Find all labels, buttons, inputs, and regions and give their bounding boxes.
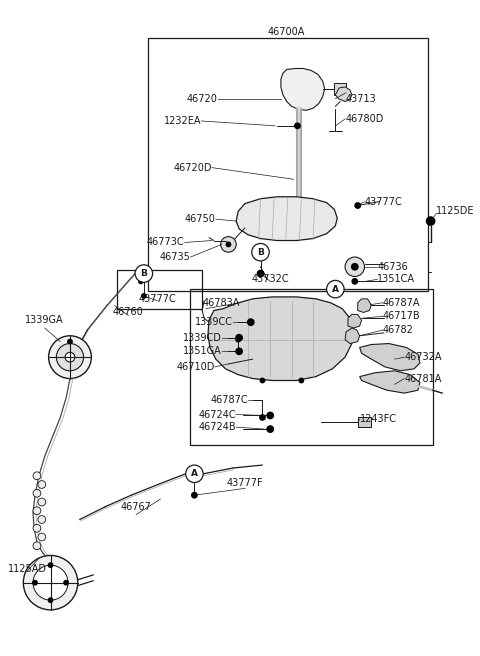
Polygon shape	[358, 299, 372, 312]
Circle shape	[247, 318, 255, 326]
Text: 1125AD: 1125AD	[8, 564, 47, 574]
Circle shape	[235, 334, 243, 342]
Polygon shape	[360, 344, 420, 371]
Text: 1339CD: 1339CD	[183, 333, 222, 342]
Circle shape	[48, 597, 53, 603]
Text: 46720D: 46720D	[173, 163, 212, 173]
Circle shape	[294, 123, 301, 129]
Bar	[190, 289, 432, 445]
Circle shape	[48, 562, 53, 568]
Polygon shape	[281, 68, 324, 110]
Circle shape	[326, 280, 344, 298]
Circle shape	[63, 580, 69, 586]
Text: 46720: 46720	[187, 94, 218, 104]
Circle shape	[32, 580, 38, 586]
Text: 43777F: 43777F	[227, 478, 263, 487]
Polygon shape	[345, 328, 360, 344]
Circle shape	[38, 481, 46, 488]
Text: 43777C: 43777C	[139, 294, 176, 304]
Text: 1351CA: 1351CA	[377, 274, 415, 285]
Circle shape	[191, 492, 198, 499]
Text: 46773C: 46773C	[147, 237, 185, 247]
Circle shape	[266, 425, 274, 433]
Circle shape	[33, 565, 68, 600]
Polygon shape	[236, 197, 337, 241]
Text: B: B	[257, 248, 264, 256]
Text: 46735: 46735	[160, 252, 191, 262]
Circle shape	[351, 263, 359, 271]
Text: 46760: 46760	[113, 308, 144, 318]
Circle shape	[141, 293, 147, 299]
Text: 46724B: 46724B	[199, 422, 236, 432]
Text: 1243FC: 1243FC	[360, 415, 396, 424]
Text: 46724C: 46724C	[199, 409, 236, 419]
Text: 1351GA: 1351GA	[183, 346, 222, 356]
Text: 43732C: 43732C	[252, 274, 289, 285]
Text: 46782: 46782	[383, 325, 414, 335]
Polygon shape	[336, 87, 352, 102]
Text: 46787C: 46787C	[210, 395, 248, 405]
Text: 43713: 43713	[345, 94, 376, 104]
Text: 46781A: 46781A	[404, 373, 442, 384]
Text: 46767: 46767	[120, 502, 152, 512]
Circle shape	[138, 278, 144, 284]
Circle shape	[226, 241, 231, 247]
Circle shape	[186, 465, 203, 483]
Circle shape	[257, 270, 264, 277]
Circle shape	[345, 257, 364, 276]
Circle shape	[252, 243, 269, 261]
Bar	[117, 270, 202, 308]
Text: 46700A: 46700A	[268, 27, 305, 37]
Text: 46787A: 46787A	[383, 298, 420, 308]
Circle shape	[33, 524, 41, 532]
Circle shape	[56, 344, 84, 371]
Circle shape	[67, 338, 73, 344]
Text: 46783A: 46783A	[203, 298, 240, 308]
Circle shape	[260, 378, 265, 383]
Circle shape	[38, 498, 46, 506]
Polygon shape	[208, 297, 354, 380]
Text: 46732A: 46732A	[404, 352, 442, 362]
Circle shape	[354, 202, 361, 209]
Circle shape	[33, 472, 41, 480]
Circle shape	[266, 411, 274, 419]
Text: B: B	[141, 269, 147, 278]
Circle shape	[65, 352, 75, 362]
Circle shape	[259, 414, 266, 421]
Bar	[335, 83, 346, 94]
Text: 46710D: 46710D	[177, 362, 215, 372]
Text: 1339GA: 1339GA	[25, 316, 64, 325]
Circle shape	[38, 516, 46, 523]
Text: 1232EA: 1232EA	[164, 116, 201, 126]
Circle shape	[426, 216, 435, 226]
Circle shape	[299, 378, 304, 383]
Circle shape	[24, 556, 78, 610]
Bar	[148, 38, 428, 291]
Text: 1125DE: 1125DE	[436, 207, 475, 216]
Circle shape	[351, 278, 358, 285]
Text: 46736: 46736	[377, 262, 408, 272]
Text: 46780D: 46780D	[345, 114, 384, 124]
Text: A: A	[191, 469, 198, 478]
Text: 43777C: 43777C	[364, 197, 402, 207]
Text: 1339CC: 1339CC	[195, 317, 233, 327]
Text: 46750: 46750	[185, 214, 216, 224]
Text: A: A	[332, 285, 339, 294]
Circle shape	[33, 542, 41, 550]
Polygon shape	[360, 371, 420, 393]
Circle shape	[235, 348, 243, 355]
Polygon shape	[348, 314, 361, 328]
Circle shape	[235, 337, 241, 342]
Circle shape	[33, 489, 41, 497]
Circle shape	[48, 336, 91, 379]
Circle shape	[38, 533, 46, 541]
Circle shape	[33, 507, 41, 514]
Text: 46717B: 46717B	[383, 312, 420, 321]
Circle shape	[135, 265, 153, 282]
Bar	[358, 417, 372, 427]
Circle shape	[221, 237, 236, 252]
